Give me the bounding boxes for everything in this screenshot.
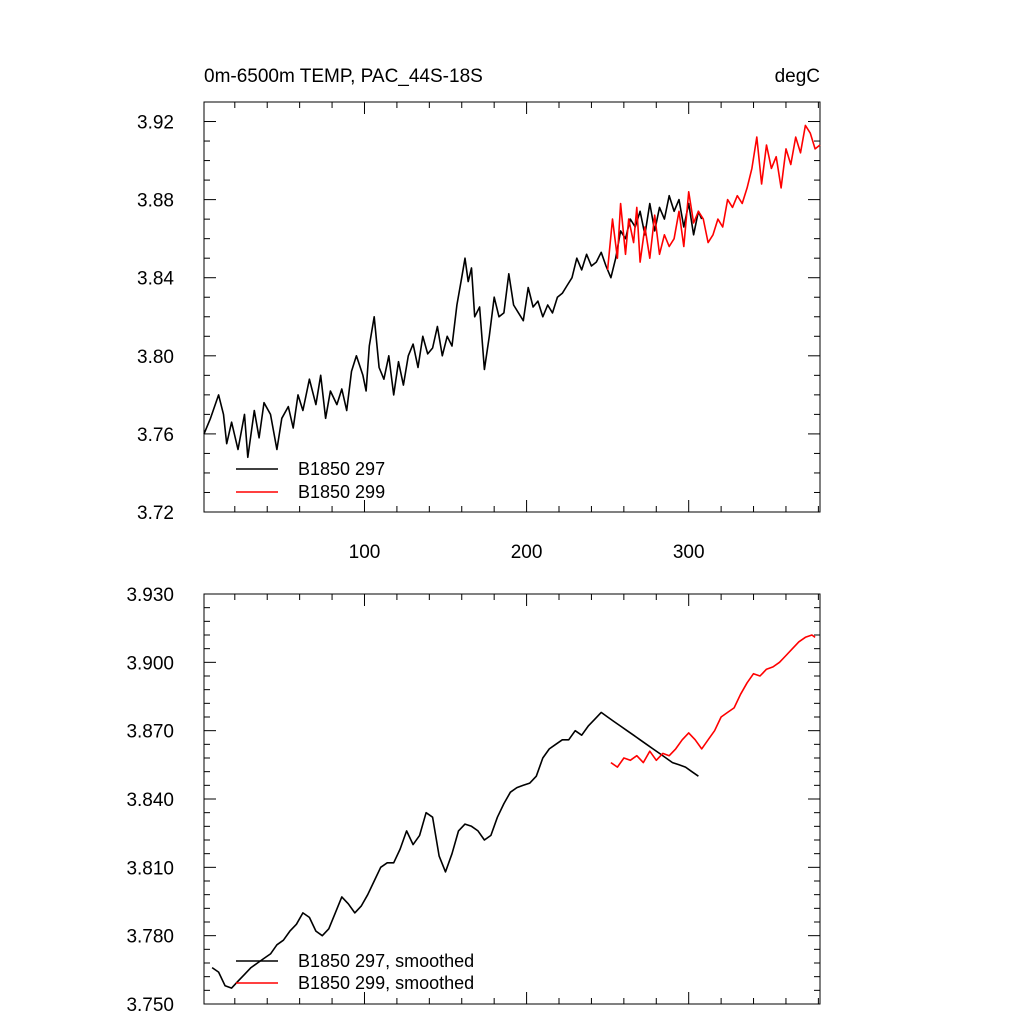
legend-label: B1850 297 (298, 459, 385, 479)
y-tick-label: 3.750 (126, 995, 174, 1016)
y-tick-label: 3.780 (126, 927, 174, 948)
x-tick-label: 100 (349, 542, 381, 563)
plot-frame (203, 593, 821, 1005)
series-line-b1850-299 (610, 634, 816, 768)
y-tick-label: 3.930 (126, 585, 174, 606)
y-tick-label: 3.80 (137, 347, 174, 368)
y-tick-label: 3.870 (126, 722, 174, 743)
x-tick-label: 200 (511, 542, 543, 563)
chart-panel-1: 0m-6500m TEMP, PAC_44S-18S degC 3.72 3.76 3.… (137, 66, 821, 563)
y-tick-label: 3.72 (137, 503, 174, 524)
chart-panel-2: 3.750 3.780 3.810 3.840 3.870 3.900 3.930 B1850… (126, 585, 821, 1016)
plot-frame (203, 101, 821, 513)
legend-label: B1850 299, smoothed (298, 973, 474, 993)
series-line-b1850-297 (203, 194, 703, 459)
y-tick-label: 3.840 (126, 790, 174, 811)
legend-label: B1850 299 (298, 482, 385, 502)
x-tick-label: 300 (673, 542, 705, 563)
units-label: degC (775, 66, 820, 87)
y-tick-label: 3.92 (137, 113, 174, 134)
y-tick-label: 3.900 (126, 653, 174, 674)
chart-title: 0m-6500m TEMP, PAC_44S-18S (204, 66, 483, 87)
y-tick-label: 3.84 (137, 269, 174, 290)
y-tick-label: 3.88 (137, 191, 174, 212)
legend-label: B1850 297, smoothed (298, 951, 474, 971)
series-line-b1850-299 (606, 124, 821, 270)
y-tick-label: 3.76 (137, 425, 174, 446)
y-tick-label: 3.810 (126, 858, 174, 879)
series-line-b1850-297 (211, 711, 699, 989)
